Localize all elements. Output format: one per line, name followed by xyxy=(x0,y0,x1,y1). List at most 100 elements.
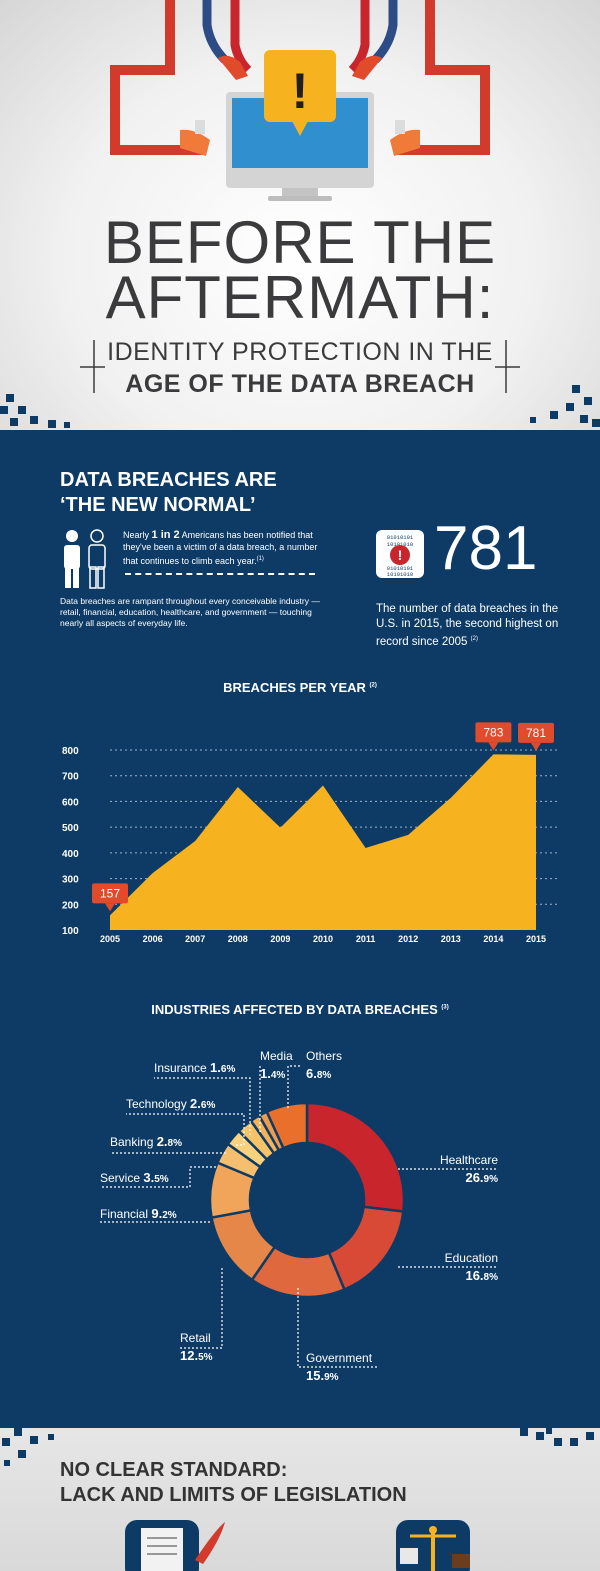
slice-name: Insurance 1.6% xyxy=(154,1060,235,1075)
slice-name: Technology 2.6% xyxy=(126,1096,215,1111)
callout-pointer xyxy=(488,742,499,751)
breaches-area xyxy=(110,754,536,930)
right-red-pipe xyxy=(395,0,490,155)
slice-value: 6.8% xyxy=(306,1066,331,1081)
right-red-pipe-2 xyxy=(348,0,370,74)
x-tick-label: 2007 xyxy=(185,934,205,944)
value-callout: 157 xyxy=(92,883,128,912)
callout-pointer xyxy=(531,742,541,751)
slice-value: 15.9% xyxy=(306,1368,339,1383)
slice-name: Service 3.5% xyxy=(100,1170,169,1185)
label-service: Service 3.5% xyxy=(100,1170,169,1185)
industries-chart-title: INDUSTRIES AFFECTED BY DATA BREACHES (3) xyxy=(151,1002,449,1017)
hero-title-line2: AFTERMATH: xyxy=(105,264,495,331)
hero-section: ! BEFORE THE AFTERMATH: IDENTITY PROTECT… xyxy=(0,0,600,430)
slice-others xyxy=(265,1101,309,1150)
label-banking: Banking 2.8% xyxy=(110,1134,182,1149)
label-financial: Financial 9.2% xyxy=(100,1206,177,1221)
x-tick-label: 2013 xyxy=(441,934,461,944)
document-quill-icon xyxy=(125,1520,225,1571)
left-top-hand-icon xyxy=(218,55,248,80)
x-tick-label: 2005 xyxy=(100,934,120,944)
slice-value: 12.5% xyxy=(180,1348,213,1363)
slice-name: Media xyxy=(260,1050,293,1063)
leader-line xyxy=(126,1113,245,1146)
slice-value: 3. xyxy=(143,1170,154,1185)
x-tick-label: 2006 xyxy=(143,934,163,944)
alert-bubble-tail xyxy=(292,121,308,136)
slice-unit: 5% xyxy=(154,1174,169,1185)
callout-label: 781 xyxy=(526,726,546,740)
y-tick-label: 200 xyxy=(62,900,79,911)
left-red-pipe xyxy=(110,0,205,155)
section-title-line1: DATA BREACHES ARE xyxy=(60,469,277,491)
pixel-decoration-bottom-left xyxy=(2,1428,54,1466)
leader-line xyxy=(180,1268,223,1349)
label-media: Media 1.4% xyxy=(260,1050,293,1081)
people-icon xyxy=(64,529,106,589)
section-title: DATA BREACHES ARE ‘THE NEW NORMAL’ xyxy=(60,468,277,518)
binary-alert-icon: 01010101 10101010 01010101 10101010 ! xyxy=(376,530,424,578)
left-red-pipe-2 xyxy=(230,0,252,74)
y-tick-label: 500 xyxy=(62,823,79,834)
stat-rampant: Data breaches are rampant throughout eve… xyxy=(60,596,320,628)
x-tick-label: 2009 xyxy=(270,934,290,944)
slice-name: Others xyxy=(306,1050,342,1063)
right-blue-pipe xyxy=(371,0,398,64)
slice-unit: 8% xyxy=(168,1138,183,1149)
alert-bubble xyxy=(264,50,336,122)
slice-name: Financial 9.2% xyxy=(100,1206,177,1221)
slice-unit: 8% xyxy=(317,1070,332,1081)
legislation-title-line1: NO CLEAR STANDARD: xyxy=(60,1459,288,1481)
big-number: 781 xyxy=(434,514,538,583)
callout-box xyxy=(92,883,128,904)
hero-subtitle-line1: IDENTITY PROTECTION IN THE xyxy=(107,338,493,366)
y-tick-label: 600 xyxy=(62,797,79,808)
monitor-foot xyxy=(268,196,332,201)
legislation-title: NO CLEAR STANDARD: LACK AND LIMITS OF LE… xyxy=(60,1458,407,1508)
slice-unit: 6% xyxy=(201,1100,216,1111)
leader-line xyxy=(100,1166,216,1188)
left-blue-pipe xyxy=(202,0,229,64)
legislation-title-line2: LACK AND LIMITS OF LEGISLATION xyxy=(60,1484,407,1506)
y-tick-label: 400 xyxy=(62,849,79,860)
x-tick-label: 2011 xyxy=(356,934,376,944)
left-bottom-hand-icon xyxy=(180,129,210,156)
right-bottom-hand-icon xyxy=(390,129,420,156)
slice-name: Retail xyxy=(180,1331,211,1345)
x-tick-label: 2015 xyxy=(526,934,546,944)
subtitle-brackets xyxy=(80,340,520,393)
slice-name: Banking 2.8% xyxy=(110,1134,182,1149)
hero-subtitle-line2: AGE OF THE DATA BREACH xyxy=(125,370,475,398)
pixel-decoration-bottom-right xyxy=(520,1428,594,1446)
pixel-decoration-left xyxy=(0,394,70,428)
monitor-base xyxy=(282,188,318,196)
slice-unit: 5% xyxy=(198,1352,213,1363)
y-tick-label: 300 xyxy=(62,875,79,886)
label-healthcare: Healthcare 26.9% xyxy=(440,1153,498,1185)
callout-box xyxy=(518,722,554,743)
leader-line xyxy=(297,1288,378,1368)
breaches-chart-title: BREACHES PER YEAR (2) xyxy=(223,680,377,695)
slice-unit: 9% xyxy=(324,1372,339,1383)
label-technology: Technology 2.6% xyxy=(126,1096,215,1111)
data-breaches-section: DATA BREACHES ARE ‘THE NEW NORMAL’ Nearl… xyxy=(0,430,600,1428)
y-tick-label: 700 xyxy=(62,772,79,783)
slice-value: 26.9% xyxy=(465,1170,498,1185)
x-tick-label: 2012 xyxy=(398,934,418,944)
callout-pointer xyxy=(105,903,115,912)
dashed-divider xyxy=(125,573,315,575)
right-cuff xyxy=(395,120,405,134)
y-tick-label: 800 xyxy=(62,746,79,757)
stat-one-in-two: Nearly 1 in 2 Americans has been notifie… xyxy=(123,529,318,566)
justice-scale-icon xyxy=(396,1520,470,1571)
hero-title-line1: BEFORE THE xyxy=(103,209,497,276)
label-education: Education 16.8% xyxy=(445,1251,498,1283)
slice-unit: 8% xyxy=(484,1272,499,1283)
slice-value: 2. xyxy=(157,1134,168,1149)
slice-value: 2. xyxy=(190,1096,201,1111)
leader-line xyxy=(287,1065,300,1108)
slice-unit: 2% xyxy=(162,1210,177,1221)
callout-box xyxy=(475,722,512,743)
slice-unit: 9% xyxy=(484,1174,499,1185)
